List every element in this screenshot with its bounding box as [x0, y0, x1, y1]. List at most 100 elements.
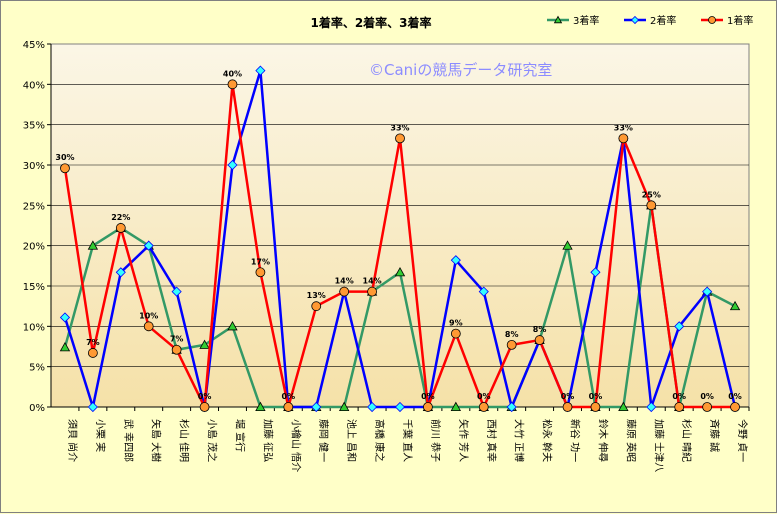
data-label: 0% — [282, 392, 296, 401]
y-tick-label: 25% — [23, 201, 45, 212]
data-label: 0% — [672, 392, 686, 401]
y-tick-label: 10% — [23, 322, 45, 333]
data-point — [283, 402, 294, 412]
x-tick-label: 藤岡 健一 — [317, 419, 329, 462]
y-tick-label: 35% — [23, 121, 45, 132]
data-point — [730, 402, 740, 412]
data-point — [367, 286, 377, 297]
x-tick-label: 松永 幹夫 — [541, 419, 554, 462]
data-point — [423, 402, 433, 412]
data-point — [255, 267, 266, 278]
data-point — [227, 79, 238, 90]
x-tick-label: 武 幸四郎 — [122, 419, 135, 462]
legend-label: 3着率 — [573, 14, 599, 27]
plot-area — [50, 43, 750, 408]
x-tick-label: 小檜山 悟介 — [289, 419, 302, 472]
data-point — [478, 402, 489, 412]
x-axis: 須貝 尚介 小栗 実 武 幸四郎 矢島 大樹 杉山 佳明 小島 茂之 堀 宣行 加藤 征弘 小檜… — [51, 406, 750, 472]
y-tick-label: 0% — [29, 403, 45, 414]
x-tick-label: 千葉 直人 — [401, 419, 414, 462]
data-label: 22% — [111, 213, 130, 222]
x-tick-label: 斉藤 誠 — [708, 419, 721, 452]
data-point — [59, 341, 71, 352]
data-point — [171, 286, 182, 297]
data-label: 0% — [477, 392, 491, 401]
data-point — [60, 163, 70, 174]
data-label: 7% — [170, 335, 184, 344]
data-label: 10% — [139, 311, 158, 320]
legend: 3着率 2着率 1着率 — [547, 14, 753, 27]
x-tick-label: 高橋 康之 — [373, 419, 386, 462]
x-tick-label: 西村 真幸 — [485, 419, 498, 462]
data-point — [590, 402, 601, 412]
data-point — [311, 301, 322, 312]
x-tick-label: 池上 昌和 — [345, 419, 358, 462]
watermark-text: ©Caniの競馬データ研究室 — [369, 61, 552, 79]
data-point — [338, 401, 350, 412]
x-tick-label: 加藤 士津八 — [652, 419, 665, 472]
data-label: 25% — [642, 190, 661, 199]
y-tick-label: 30% — [23, 161, 45, 172]
x-tick-label: 今野 貞一 — [736, 419, 749, 462]
data-point — [702, 402, 713, 412]
data-point — [478, 286, 489, 297]
series-group — [59, 65, 741, 413]
series-1着率 — [60, 79, 740, 412]
data-point — [394, 401, 406, 413]
legend-item: 2着率 — [624, 14, 676, 27]
data-point — [646, 401, 657, 413]
x-tick-label: 矢作 芳人 — [457, 419, 470, 462]
data-label: 8% — [505, 330, 519, 339]
x-tick-label: 新谷 功一 — [569, 419, 582, 462]
y-tick-label: 20% — [23, 242, 45, 253]
x-tick-label: 堀 宣行 — [233, 419, 246, 452]
y-tick-label: 15% — [23, 282, 45, 293]
data-point — [311, 401, 322, 413]
x-tick-label: 杉山 佳明 — [178, 419, 191, 462]
data-point — [674, 321, 685, 332]
data-label: 14% — [363, 277, 382, 286]
data-point — [339, 286, 350, 297]
data-point — [199, 339, 210, 349]
data-point — [227, 159, 238, 171]
legend-marker — [630, 15, 640, 25]
x-tick-label: 大竹 正博 — [513, 419, 526, 462]
data-label: 14% — [335, 277, 354, 286]
data-point — [171, 344, 182, 355]
legend-item: 1着率 — [701, 14, 753, 27]
data-point — [562, 402, 573, 412]
data-point — [143, 321, 154, 332]
data-point — [618, 133, 629, 144]
x-tick-label: 小栗 実 — [94, 419, 107, 452]
data-point — [227, 321, 238, 331]
x-tick-label: 鈴木 伸尋 — [596, 419, 609, 462]
data-label: 0% — [198, 392, 212, 401]
x-tick-label: 前川 恭子 — [429, 419, 442, 462]
x-tick-label: 藤原 英昭 — [624, 419, 637, 462]
data-point — [199, 402, 210, 412]
data-point — [143, 240, 154, 251]
data-point — [590, 267, 601, 278]
y-tick-label: 5% — [29, 363, 45, 374]
data-point — [367, 401, 378, 413]
data-point — [395, 133, 405, 144]
data-point — [702, 286, 713, 297]
data-label: 0% — [421, 392, 435, 401]
data-point — [646, 200, 657, 211]
legend-marker — [708, 16, 716, 24]
x-tick-label: 矢島 大樹 — [150, 419, 163, 462]
data-label: 17% — [251, 257, 270, 266]
data-point — [506, 401, 517, 413]
data-label: 7% — [86, 338, 100, 347]
data-label: 0% — [561, 392, 575, 401]
x-tick-label: 杉山 晴紀 — [680, 419, 693, 462]
data-label: 9% — [449, 319, 463, 328]
legend-label: 1着率 — [727, 14, 753, 27]
data-point — [115, 267, 126, 278]
legend-item: 3着率 — [547, 14, 599, 27]
y-tick-label: 45% — [23, 40, 45, 51]
data-point — [506, 339, 517, 350]
data-point — [674, 402, 685, 412]
